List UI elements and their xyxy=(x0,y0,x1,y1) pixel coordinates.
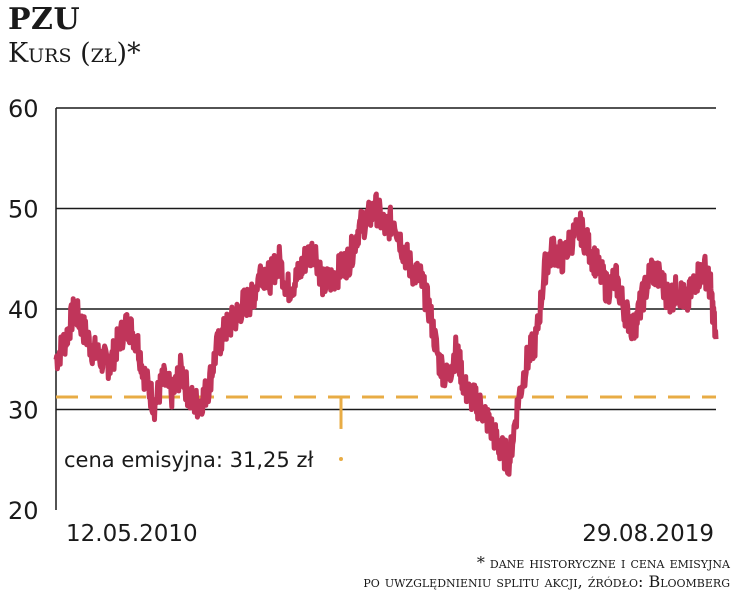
footnote-line-2: po uwzględnieniu splitu akcji, źródło: B… xyxy=(363,572,730,591)
y-tick-label: 20 xyxy=(8,497,39,525)
y-tick-label: 50 xyxy=(8,196,39,224)
x-end-label: 29.08.2019 xyxy=(582,521,714,547)
y-tick-label: 30 xyxy=(8,397,39,425)
x-start-label: 12.05.2010 xyxy=(66,521,198,547)
reference-line-group xyxy=(56,395,716,461)
chart-subtitle: Kurs (zł)* xyxy=(8,38,141,69)
y-tick-labels: 20 30 40 50 60 xyxy=(8,95,39,525)
y-tick-label: 40 xyxy=(8,296,39,324)
footnote-line-1: * dane historyczne i cena emisyjna xyxy=(476,553,730,572)
reference-dot xyxy=(339,456,343,461)
price-chart: 20 30 40 50 60 cena emisyjna: 31,25 zł 12.05… xyxy=(8,95,719,547)
reference-line-label: cena emisyjna: 31,25 zł xyxy=(64,448,313,472)
chart-title: PZU xyxy=(8,2,81,37)
series-group xyxy=(53,191,719,477)
footnote: * dane historyczne i cena emisyjna po uw… xyxy=(363,553,730,591)
price-series-line xyxy=(53,191,719,477)
y-tick-label: 60 xyxy=(8,95,39,123)
grid-lines xyxy=(56,107,716,411)
